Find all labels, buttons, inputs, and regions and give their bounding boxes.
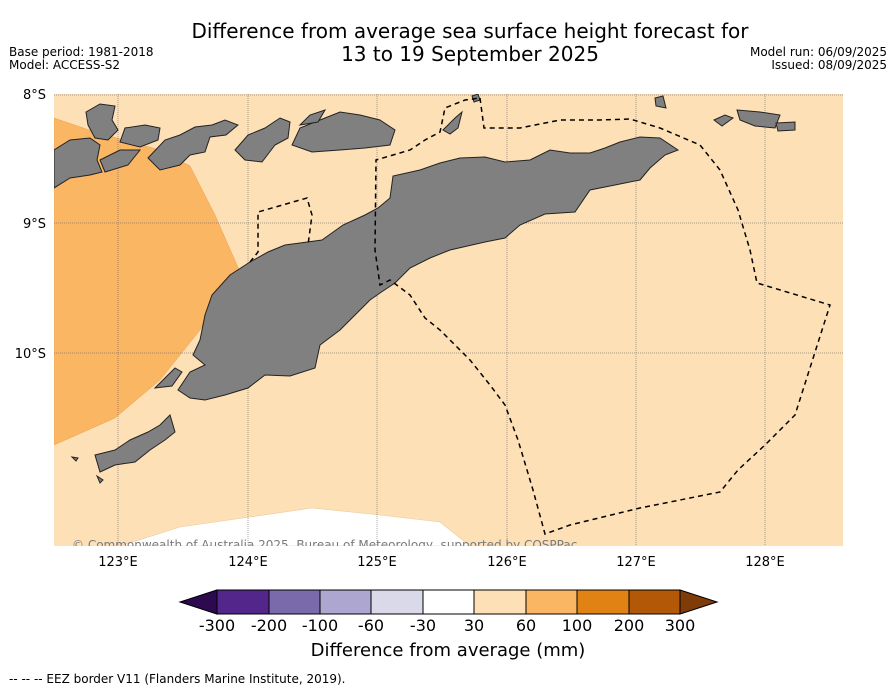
- title-line-2: 13 to 19 September 2025: [341, 42, 599, 66]
- lembata-island: [119, 124, 161, 148]
- colorbar-bin-4: [370, 589, 424, 615]
- leti-island: [654, 95, 667, 109]
- lat-label-10s: 10°S: [15, 347, 46, 362]
- anomaly-patch-neutral: [119, 507, 471, 546]
- timor-island: [177, 136, 680, 401]
- colorbar-title: Difference from average (mm): [310, 640, 586, 661]
- colorbar-bin-3: [319, 589, 372, 615]
- model-info: Base period: 1981-2018 Model: ACCESS-S2: [9, 46, 154, 72]
- colorbar-high-extend: [679, 589, 719, 615]
- colorbar-bin-7: [525, 589, 578, 615]
- map-panel: © Commonwealth of Australia 2025, Bureau…: [54, 94, 843, 552]
- issued-date: Issued: 08/09/2025: [771, 58, 887, 72]
- run-info: Model run: 06/09/2025 Issued: 08/09/2025: [750, 46, 887, 72]
- model-run: Model run: 06/09/2025: [749, 45, 887, 59]
- lon-label-128e: 128°E: [745, 555, 785, 570]
- lon-label-126e: 126°E: [487, 555, 527, 570]
- lon-label-124e: 124°E: [228, 555, 268, 570]
- rote-island: [94, 414, 176, 473]
- lon-label-125e: 125°E: [357, 555, 397, 570]
- lon-label-123e: 123°E: [98, 555, 138, 570]
- pantar-island: [99, 149, 142, 173]
- alor-island: [147, 119, 239, 171]
- copyright-notice: © Commonwealth of Australia 2025, Bureau…: [72, 538, 577, 552]
- colorbar-low-extend: [178, 589, 218, 615]
- colorbar-bin-9: [628, 589, 681, 615]
- sermata-island: [736, 109, 781, 129]
- wetar-west-island: [234, 117, 291, 163]
- eez-footnote: -- -- -- EEZ border V11 (Flanders Marine…: [9, 672, 346, 686]
- ndao-island: [95, 474, 104, 484]
- moa-island: [713, 114, 735, 127]
- axis-labels: 8°S 9°S 10°S 123°E 124°E 125°E 126°E 127…: [15, 88, 785, 570]
- colorbar-tick: -300: [198, 616, 236, 635]
- eez-border-enclave: [249, 197, 313, 263]
- eez-border: [374, 97, 831, 535]
- kisar-island: [442, 110, 463, 135]
- lat-label-8s: 8°S: [23, 88, 46, 103]
- colorbar-tick: 100: [561, 616, 593, 635]
- colorbar-tick: -30: [409, 616, 437, 635]
- land-masses: [54, 94, 796, 484]
- title-line-1: Difference from average sea surface heig…: [191, 19, 749, 43]
- base-period: Base period: 1981-2018: [9, 45, 154, 59]
- colorbar-bin-6: [473, 589, 527, 615]
- colorbar-tick: 300: [664, 616, 696, 635]
- colorbar-tick: -60: [357, 616, 385, 635]
- alor-pantar-island: [54, 137, 103, 189]
- colorbar-bin-8: [576, 589, 630, 615]
- colorbar-tick: 30: [463, 616, 485, 635]
- atauro-island: [298, 109, 327, 126]
- semau-island: [153, 367, 183, 389]
- colorbar-tick: 200: [613, 616, 645, 635]
- map-title: Difference from average sea surface heig…: [0, 20, 896, 66]
- colorbar-tick: -200: [250, 616, 288, 635]
- babar-small-island: [775, 121, 796, 132]
- lat-label-9s: 9°S: [23, 217, 46, 232]
- colorbar-tick: 60: [515, 616, 537, 635]
- lon-label-127e: 127°E: [616, 555, 656, 570]
- flores-east-island: [85, 103, 119, 141]
- colorbar-bin-1: [216, 589, 270, 615]
- model-name: Model: ACCESS-S2: [9, 58, 121, 72]
- colorbar-bin-2: [268, 589, 321, 615]
- savu-islet: [70, 456, 79, 462]
- colorbar: [178, 589, 719, 615]
- colorbar-tick: -100: [301, 616, 339, 635]
- colorbar-bin-5: [422, 589, 475, 615]
